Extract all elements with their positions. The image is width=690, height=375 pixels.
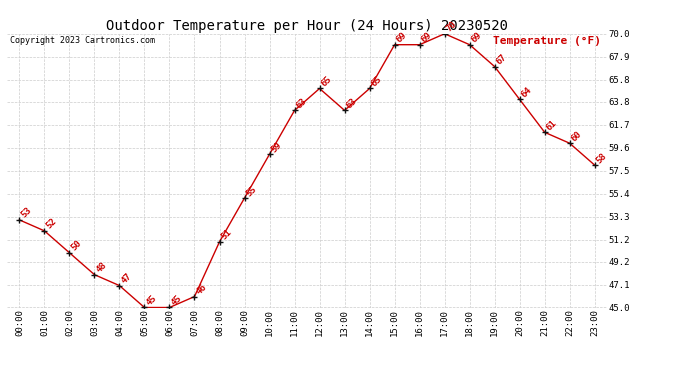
Text: Copyright 2023 Cartronics.com: Copyright 2023 Cartronics.com (10, 36, 155, 45)
Text: Temperature (°F): Temperature (°F) (493, 36, 601, 46)
Text: 65: 65 (319, 75, 333, 88)
Text: 65: 65 (370, 75, 384, 88)
Text: 63: 63 (344, 96, 359, 110)
Text: 46: 46 (195, 283, 208, 297)
Text: 48: 48 (95, 261, 108, 274)
Text: 70: 70 (444, 20, 459, 34)
Text: 59: 59 (270, 140, 284, 154)
Text: 67: 67 (495, 53, 509, 67)
Text: 69: 69 (395, 31, 408, 45)
Text: 52: 52 (44, 217, 59, 231)
Text: 64: 64 (520, 86, 533, 99)
Text: 45: 45 (170, 294, 184, 308)
Text: 51: 51 (219, 228, 233, 242)
Text: 47: 47 (119, 272, 133, 286)
Text: 61: 61 (544, 118, 559, 132)
Text: 50: 50 (70, 239, 83, 253)
Text: 53: 53 (19, 206, 33, 220)
Text: 69: 69 (470, 31, 484, 45)
Title: Outdoor Temperature per Hour (24 Hours) 20230520: Outdoor Temperature per Hour (24 Hours) … (106, 19, 508, 33)
Text: 55: 55 (244, 184, 259, 198)
Text: 60: 60 (570, 129, 584, 143)
Text: 69: 69 (420, 31, 433, 45)
Text: 58: 58 (595, 151, 609, 165)
Text: 63: 63 (295, 96, 308, 110)
Text: 45: 45 (144, 294, 159, 308)
